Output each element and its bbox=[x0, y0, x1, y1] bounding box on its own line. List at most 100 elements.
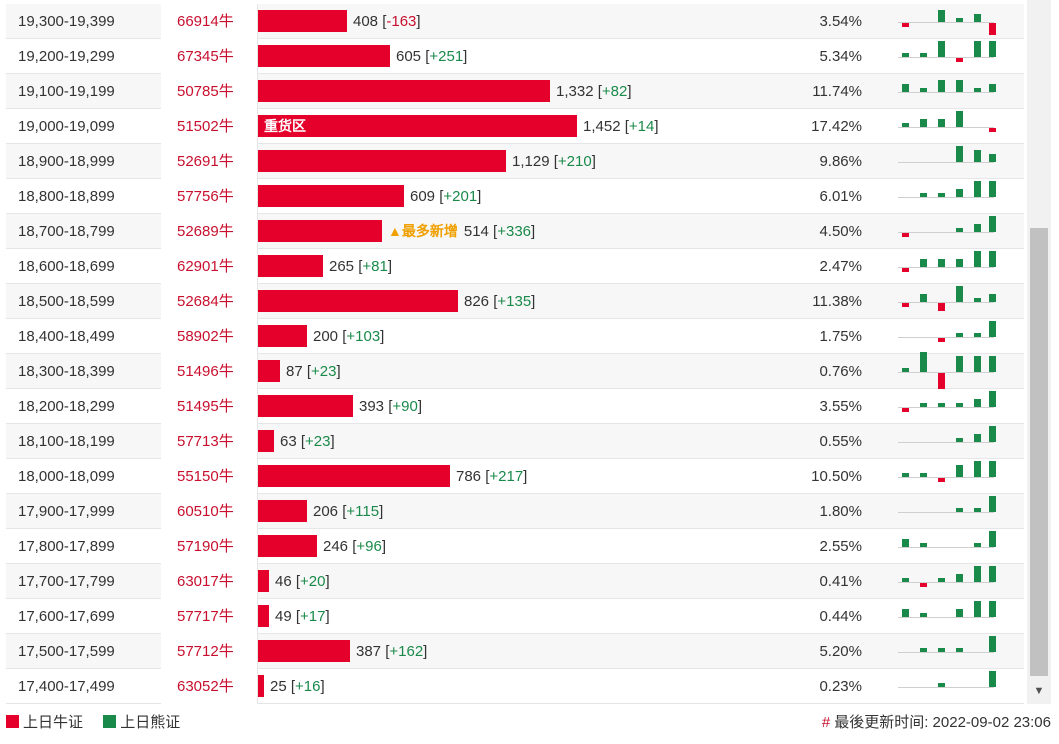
table-row[interactable]: 18,100-18,199 57713牛 63 [+23] 0.55% bbox=[6, 424, 1024, 459]
cbbc-code-link[interactable]: 66914牛 bbox=[161, 4, 257, 39]
sparkline-bar bbox=[989, 566, 996, 582]
sparkline bbox=[898, 352, 998, 389]
volume-bar-area: 826 [+135] bbox=[257, 284, 797, 319]
scroll-down-arrow-icon[interactable]: ▼ bbox=[1033, 685, 1045, 697]
sparkline bbox=[898, 109, 998, 144]
sparkline-bar bbox=[974, 601, 981, 617]
sparkline-bar bbox=[902, 53, 909, 57]
table-row[interactable]: 19,000-19,099 51502牛 重货区 1,452 [+14] 17.42% bbox=[6, 109, 1024, 144]
table-row[interactable]: 18,400-18,499 58902牛 200 [+103] 1.75% bbox=[6, 319, 1024, 354]
volume-bar bbox=[258, 325, 307, 347]
table-row[interactable]: 17,900-17,999 60510牛 206 [+115] 1.80% bbox=[6, 494, 1024, 529]
strike-range: 18,800-18,899 bbox=[18, 188, 115, 205]
sparkline-bar bbox=[956, 356, 963, 372]
volume-value: 46 bbox=[275, 573, 292, 590]
sparkline-bar bbox=[956, 333, 963, 337]
sparkline-bar bbox=[974, 150, 981, 162]
sparkline-bar bbox=[956, 259, 963, 267]
volume-bar-area: 1,332 [+82] bbox=[257, 74, 797, 109]
scrollbar-thumb[interactable] bbox=[1030, 228, 1048, 676]
table-row[interactable]: 17,500-17,599 57712牛 387 [+162] 5.20% bbox=[6, 634, 1024, 669]
volume-change: +82 bbox=[601, 83, 628, 100]
bear-swatch-icon bbox=[103, 715, 117, 728]
cbbc-code-link[interactable]: 63052牛 bbox=[161, 669, 257, 704]
table-row[interactable]: 17,600-17,699 57717牛 49 [+17] 0.44% bbox=[6, 599, 1024, 634]
sparkline-bar bbox=[974, 543, 981, 547]
sparkline-bar bbox=[974, 434, 981, 442]
volume-bar bbox=[258, 675, 264, 697]
volume-bar bbox=[258, 570, 269, 592]
volume-change: +103 bbox=[346, 328, 381, 345]
sparkline-bar bbox=[902, 233, 909, 237]
cbbc-code-link[interactable]: 58902牛 bbox=[161, 319, 257, 354]
sparkline-bar bbox=[974, 508, 981, 512]
cbbc-code-link[interactable]: 63017牛 bbox=[161, 564, 257, 599]
table-row[interactable]: 18,500-18,599 52684牛 826 [+135] 11.38% bbox=[6, 284, 1024, 319]
table-row[interactable]: 18,600-18,699 62901牛 265 [+81] 2.47% bbox=[6, 249, 1024, 284]
vertical-scrollbar[interactable]: ▼ bbox=[1027, 0, 1051, 704]
cbbc-code-link[interactable]: 57712牛 bbox=[161, 634, 257, 669]
cbbc-code-link[interactable]: 62901牛 bbox=[161, 249, 257, 284]
table-row[interactable]: 17,700-17,799 63017牛 46 [+20] 0.41% bbox=[6, 564, 1024, 599]
cbbc-code-link[interactable]: 51496牛 bbox=[161, 354, 257, 389]
sparkline bbox=[898, 494, 998, 529]
table-row[interactable]: 18,200-18,299 51495牛 393 [+90] 3.55% bbox=[6, 389, 1024, 424]
volume-bar bbox=[258, 430, 274, 452]
volume-bar bbox=[258, 605, 269, 627]
sparkline bbox=[898, 634, 998, 669]
sparkline-bar bbox=[956, 286, 963, 302]
sparkline-bar bbox=[989, 426, 996, 442]
table-row[interactable]: 19,100-19,199 50785牛 1,332 [+82] 11.74% bbox=[6, 74, 1024, 109]
cbbc-code-link[interactable]: 51502牛 bbox=[161, 109, 257, 144]
table-row[interactable]: 19,300-19,399 66914牛 408 [-163] 3.54% bbox=[6, 4, 1024, 39]
table-row[interactable]: 18,700-18,799 52689牛 ▲最多新增 514 [+336] 4.50% bbox=[6, 214, 1024, 249]
cbbc-code-link[interactable]: 57717牛 bbox=[161, 599, 257, 634]
volume-bar bbox=[258, 465, 450, 487]
cbbc-code-link[interactable]: 57190牛 bbox=[161, 529, 257, 564]
last-updated-text: 最後更新时间: 2022-09-02 23:06 bbox=[834, 714, 1051, 731]
percentage: 10.50% bbox=[811, 468, 862, 485]
volume-bar-area: 206 [+115] bbox=[257, 494, 797, 529]
cbbc-code-link[interactable]: 51495牛 bbox=[161, 389, 257, 424]
cbbc-code-link[interactable]: 52689牛 bbox=[161, 214, 257, 249]
strike-range: 18,600-18,699 bbox=[18, 258, 115, 275]
volume-text: 1,332 [+82] bbox=[556, 83, 632, 100]
sparkline bbox=[898, 144, 998, 179]
heavy-zone-label: 重货区 bbox=[264, 118, 306, 134]
cbbc-code-link[interactable]: 60510牛 bbox=[161, 494, 257, 529]
cbbc-code-link[interactable]: 50785牛 bbox=[161, 74, 257, 109]
sparkline-bar bbox=[956, 648, 963, 652]
sparkline-bar bbox=[902, 473, 909, 477]
table-row[interactable]: 17,400-17,499 63052牛 25 [+16] 0.23% bbox=[6, 669, 1024, 704]
sparkline bbox=[898, 389, 998, 424]
sparkline-bar bbox=[902, 539, 909, 547]
volume-text: 87 [+23] bbox=[286, 363, 341, 380]
cbbc-code-link[interactable]: 52684牛 bbox=[161, 284, 257, 319]
cbbc-code-link[interactable]: 55150牛 bbox=[161, 459, 257, 494]
table-row[interactable]: 18,800-18,899 57756牛 609 [+201] 6.01% bbox=[6, 179, 1024, 214]
sparkline-bar bbox=[956, 80, 963, 92]
table-row[interactable]: 18,300-18,399 51496牛 87 [+23] 0.76% bbox=[6, 352, 1024, 389]
sparkline-bar bbox=[989, 154, 996, 162]
strike-range: 18,700-18,799 bbox=[18, 223, 115, 240]
cbbc-code-link[interactable]: 57756牛 bbox=[161, 179, 257, 214]
cbbc-code-link[interactable]: 57713牛 bbox=[161, 424, 257, 459]
table-row[interactable]: 18,000-18,099 55150牛 786 [+217] 10.50% bbox=[6, 459, 1024, 494]
sparkline-bar bbox=[989, 41, 996, 57]
sparkline-bar bbox=[938, 338, 945, 342]
sparkline bbox=[898, 319, 998, 354]
volume-change: +23 bbox=[305, 433, 331, 450]
strike-range: 19,100-19,199 bbox=[18, 83, 115, 100]
sparkline-bar bbox=[938, 41, 945, 57]
table-row[interactable]: 18,900-18,999 52691牛 1,129 [+210] 9.86% bbox=[6, 144, 1024, 179]
table-row[interactable]: 17,800-17,899 57190牛 246 [+96] 2.55% bbox=[6, 529, 1024, 564]
volume-value: 265 bbox=[329, 258, 355, 275]
volume-bar-area: 63 [+23] bbox=[257, 424, 797, 459]
sparkline-bar bbox=[956, 438, 963, 442]
volume-change: +23 bbox=[311, 363, 337, 380]
sparkline-bar bbox=[974, 14, 981, 22]
cbbc-code-link[interactable]: 67345牛 bbox=[161, 39, 257, 74]
volume-bar bbox=[258, 185, 404, 207]
table-row[interactable]: 19,200-19,299 67345牛 605 [+251] 5.34% bbox=[6, 39, 1024, 74]
cbbc-code-link[interactable]: 52691牛 bbox=[161, 144, 257, 179]
